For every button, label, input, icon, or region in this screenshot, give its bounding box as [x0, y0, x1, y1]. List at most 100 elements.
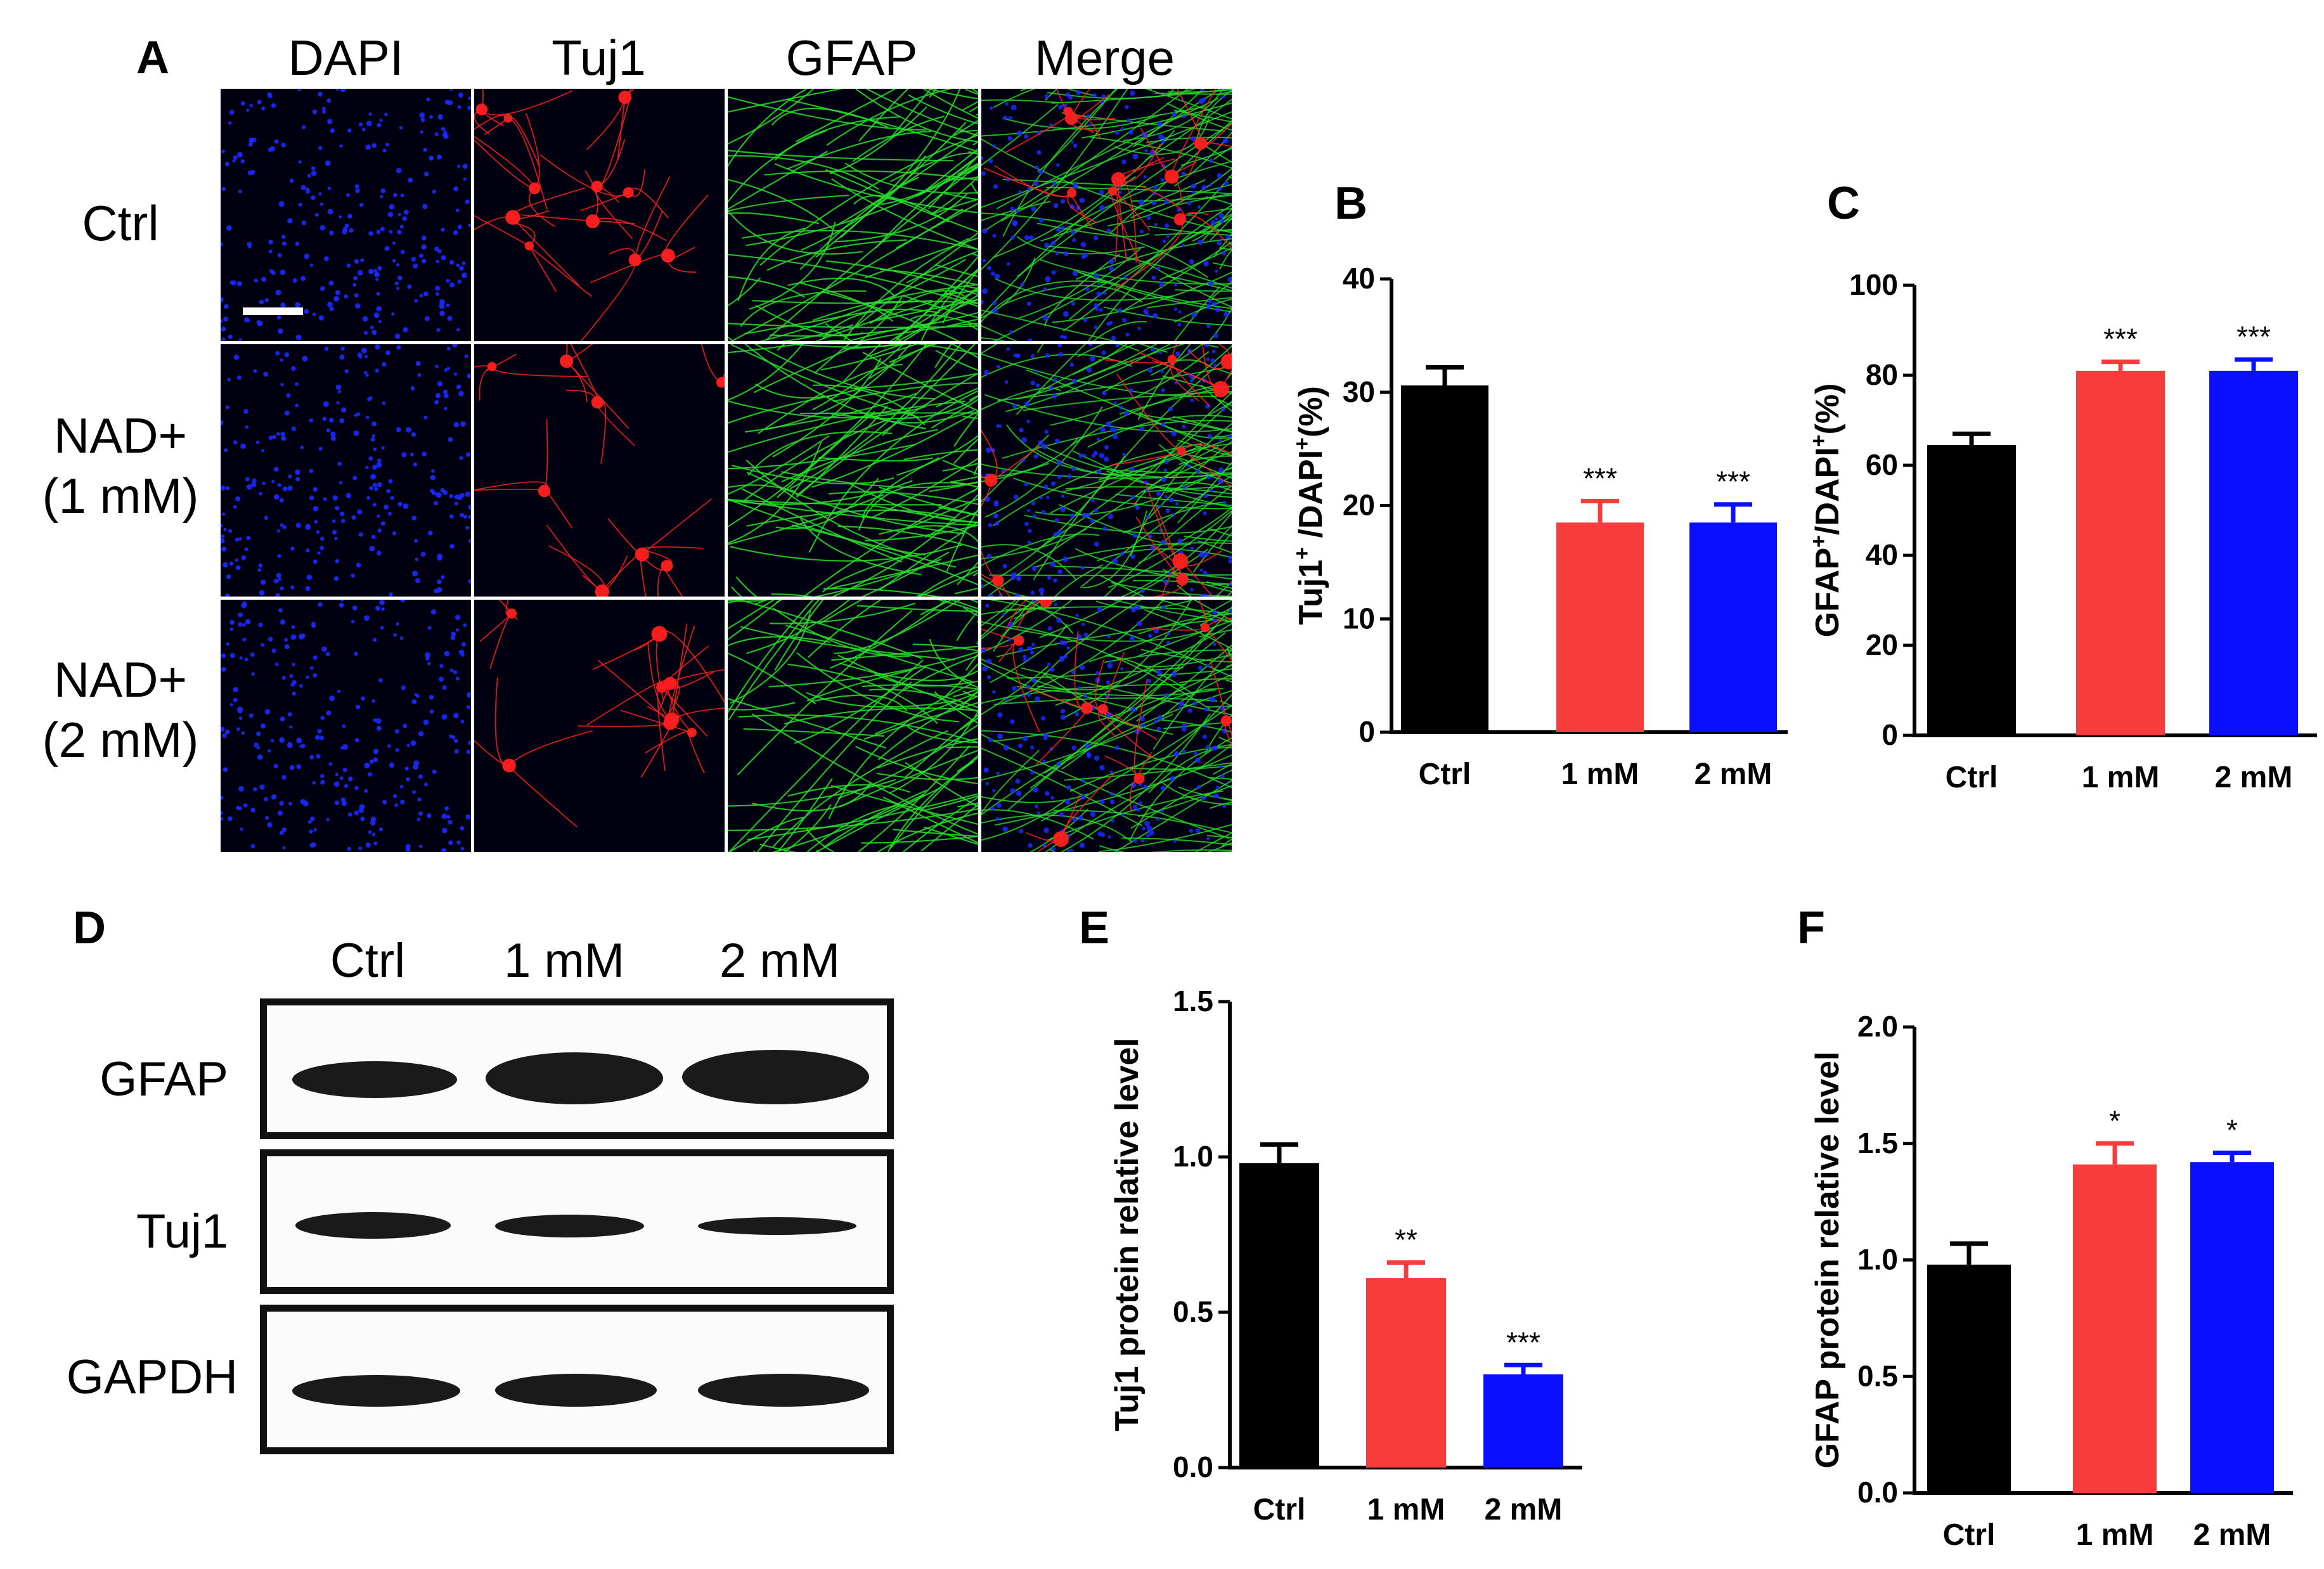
lane-label-2mm: 2 mM	[720, 934, 840, 988]
y-tick-label: 20	[1866, 628, 1898, 661]
x-tick-label: Ctrl	[1253, 1493, 1306, 1527]
y-tick-label: 0.5	[1857, 1359, 1898, 1392]
image-tile-nad-2mm-tuj1	[474, 600, 725, 852]
bar	[2209, 370, 2298, 735]
panel-letter-b: B	[1334, 178, 1367, 229]
blot-label-tuj1: Tuj1	[136, 1204, 228, 1258]
panel-letter-c: C	[1827, 178, 1860, 229]
y-tick-label: 0	[1882, 718, 1898, 751]
image-tile-ctrl-dapi	[221, 89, 471, 341]
y-tick-label: 0.0	[1857, 1476, 1898, 1509]
x-tick-label: Ctrl	[1419, 758, 1471, 791]
band	[292, 1061, 457, 1098]
significance-marker: *	[2226, 1113, 2238, 1146]
x-tick-label: 1 mM	[1561, 758, 1639, 791]
column-header-gfap: GFAP	[785, 30, 918, 86]
blot-label-gapdh: GAPDH	[66, 1350, 238, 1404]
significance-marker: ***	[2103, 323, 2138, 356]
image-tile-nad-1mm-dapi	[221, 344, 471, 597]
band	[495, 1215, 644, 1237]
image-tile-ctrl-merge	[981, 89, 1232, 341]
image-tile-nad-1mm-gfap	[728, 344, 978, 597]
bar	[1483, 1374, 1563, 1468]
y-tick-label: 1.5	[1857, 1127, 1898, 1159]
y-tick-label: 1.0	[1857, 1243, 1898, 1276]
band	[698, 1217, 856, 1235]
row-header-ctrl: Ctrl	[16, 193, 225, 254]
significance-marker: **	[1395, 1224, 1417, 1256]
row-header-line: NAD+	[53, 408, 188, 463]
image-tile-nad-1mm-tuj1	[474, 344, 725, 597]
image-tile-nad-1mm-merge	[981, 344, 1232, 597]
blot-strip-gapdh	[260, 1305, 894, 1454]
bar	[1689, 522, 1777, 732]
y-tick-label: 100	[1849, 268, 1898, 301]
lane-label-1mm: 1 mM	[504, 934, 624, 988]
band	[292, 1375, 460, 1407]
x-tick-label: 2 mM	[2215, 761, 2293, 794]
x-tick-label: Ctrl	[1946, 761, 1998, 794]
x-tick-label: 1 mM	[2082, 761, 2160, 794]
row-header-nad-1mm: NAD+ (1 mM)	[16, 406, 225, 526]
y-axis-label: GFAP+/DAPI+(%)	[1813, 384, 1846, 638]
x-tick-label: 2 mM	[1485, 1493, 1563, 1527]
y-tick-label: 2.0	[1857, 1010, 1898, 1043]
bar	[2190, 1162, 2274, 1493]
y-tick-label: 1.5	[1173, 985, 1213, 1017]
y-tick-label: 20	[1343, 489, 1375, 522]
y-tick-label: 0	[1359, 715, 1375, 748]
y-axis-label: Tuj1 protein relative level	[1109, 1038, 1146, 1431]
x-tick-label: 1 mM	[2076, 1518, 2154, 1552]
x-tick-label: 2 mM	[1695, 758, 1772, 791]
chart-c-gfap-dapi: 0 20 40 60 80 100 GFAP+/DAPI+(%) Ctrl *** 1 mM ***…	[1813, 268, 2317, 794]
row-header-line: (1 mM)	[42, 468, 199, 524]
band	[698, 1374, 869, 1407]
bar	[2073, 1164, 2157, 1493]
blot-strip-gfap	[260, 998, 894, 1139]
bar	[1556, 522, 1644, 732]
lane-label-ctrl: Ctrl	[330, 934, 406, 988]
y-tick-label: 80	[1866, 358, 1898, 391]
y-tick-label: 30	[1343, 375, 1375, 408]
bar	[1401, 385, 1488, 732]
significance-marker: ***	[1583, 462, 1617, 494]
bar	[1927, 445, 2016, 735]
significance-marker: ***	[1716, 465, 1750, 498]
y-axis-label: Tuj1+ /DAPI+(%)	[1293, 386, 1329, 625]
significance-marker: ***	[1506, 1326, 1540, 1359]
chart-e-tuj1-protein: 0.0 0.5 1.0 1.5 Tuj1 protein relative level C…	[1109, 985, 1582, 1527]
panel-letter-d: D	[73, 903, 106, 953]
bar	[1927, 1264, 2011, 1493]
row-header-line: NAD+	[53, 652, 188, 707]
column-header-merge: Merge	[1034, 30, 1175, 86]
y-tick-label: 40	[1866, 538, 1898, 571]
chart-b-tuj1-dapi: 0 10 20 30 40 Tuj1+ /DAPI+(%) Ctrl *** 1 mM *** 2 …	[1293, 262, 1788, 791]
image-tile-nad-2mm-merge	[981, 600, 1232, 852]
band	[682, 1050, 869, 1104]
panel-letter-a: A	[136, 32, 169, 83]
image-tile-nad-2mm-gfap	[728, 600, 978, 852]
bar	[2076, 370, 2165, 735]
panel-letter-f: F	[1797, 903, 1825, 953]
y-tick-label: 0.5	[1173, 1295, 1213, 1328]
blot-strip-tuj1	[260, 1149, 894, 1294]
band	[486, 1052, 663, 1104]
y-tick-label: 0.0	[1173, 1450, 1213, 1483]
row-header-line: Ctrl	[82, 195, 159, 251]
bar	[1366, 1278, 1446, 1468]
y-tick-label: 60	[1866, 448, 1898, 481]
significance-marker: ***	[2237, 320, 2271, 353]
x-tick-label: Ctrl	[1943, 1518, 1996, 1552]
row-header-nad-2mm: NAD+ (2 mM)	[16, 650, 225, 770]
image-tile-ctrl-gfap	[728, 89, 978, 341]
image-tile-ctrl-tuj1	[474, 89, 725, 341]
band	[295, 1212, 451, 1239]
y-tick-label: 10	[1343, 602, 1375, 635]
chart-f-gfap-protein: 0.0 0.5 1.0 1.5 2.0 GFAP protein relative lev…	[1813, 1010, 2293, 1552]
bar	[1239, 1163, 1319, 1468]
panel-letter-e: E	[1079, 903, 1110, 953]
y-tick-label: 1.0	[1173, 1140, 1213, 1173]
y-tick-label: 40	[1343, 262, 1375, 295]
column-header-tuj1: Tuj1	[552, 30, 646, 86]
band	[495, 1374, 657, 1407]
